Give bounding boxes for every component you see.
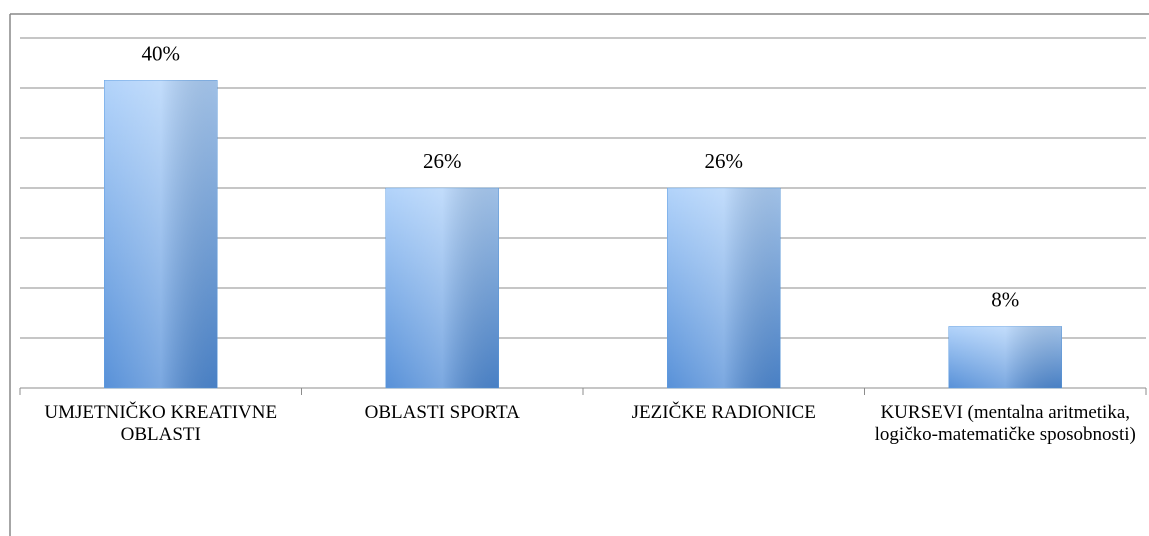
x-tick-label: JEZIČKE RADIONICE [631, 402, 816, 423]
data-label: 26% [705, 149, 744, 173]
data-label: 8% [991, 287, 1019, 311]
data-label: 40% [142, 41, 181, 65]
data-label: 26% [423, 149, 462, 173]
bar [948, 326, 1062, 389]
bar [385, 187, 499, 389]
bar [667, 187, 781, 389]
x-tick-label: UMJETNIČKO KREATIVNE OBLASTI [44, 402, 278, 445]
x-tick-label: OBLASTI SPORTA [364, 402, 520, 423]
bar [104, 80, 218, 389]
x-tick-label: KURSEVI (mentalna aritmetika, logičko-ma… [874, 402, 1136, 445]
